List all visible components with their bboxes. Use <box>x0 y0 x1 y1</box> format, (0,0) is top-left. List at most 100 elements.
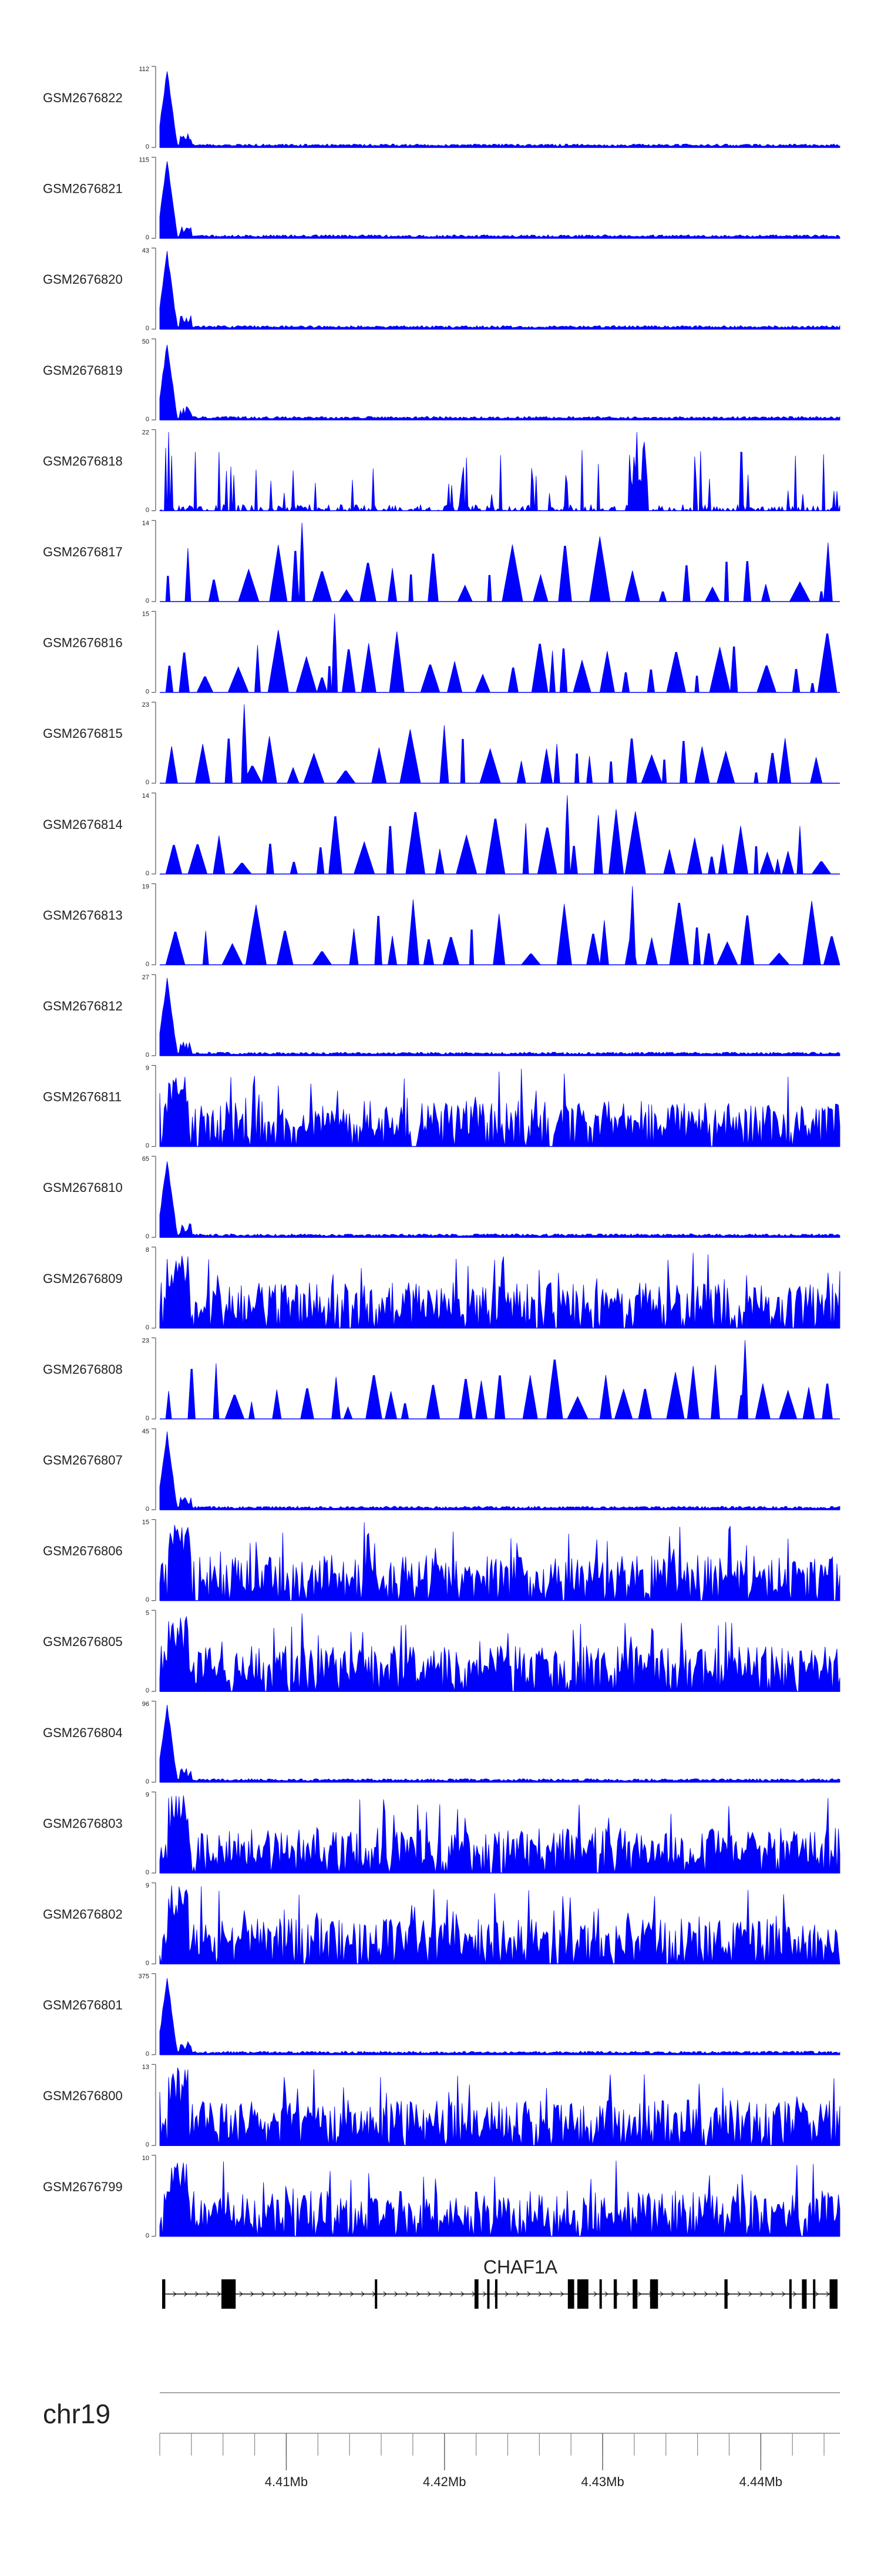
y-max-label: 9 <box>146 1065 149 1072</box>
x-tick-label: 4.44Mb <box>739 2474 782 2489</box>
strand-arrow-icon <box>250 2291 254 2297</box>
y-max-label: 112 <box>139 66 149 73</box>
y-zero-label: 0 <box>146 779 149 786</box>
y-max-label: 14 <box>142 792 149 800</box>
exon-12 <box>650 2279 658 2309</box>
track-label: GSM2676820 <box>43 272 123 287</box>
strand-arrow-icon <box>815 2291 819 2297</box>
coverage-area <box>159 1252 840 1329</box>
track-GSM2676821: GSM2676821 115 0 <box>43 157 840 241</box>
exon-14 <box>789 2279 792 2309</box>
strand-arrow-icon <box>505 2291 509 2297</box>
coverage-area <box>159 344 840 421</box>
exon-4 <box>474 2279 479 2309</box>
strand-arrow-icon <box>715 2291 719 2297</box>
y-zero-label: 0 <box>146 2141 149 2148</box>
strand-arrow-icon <box>416 2291 421 2297</box>
strand-arrow-icon <box>538 2291 542 2297</box>
track-GSM2676814: GSM2676814 14 0 <box>43 792 840 877</box>
strand-arrow-icon <box>427 2291 431 2297</box>
exon-17 <box>829 2279 838 2309</box>
strand-arrow-icon <box>516 2291 520 2297</box>
y-zero-label: 0 <box>146 1778 149 1785</box>
strand-arrow-icon <box>460 2291 465 2297</box>
coverage-area <box>159 432 840 512</box>
track-label: GSM2676812 <box>43 999 123 1013</box>
genome-axis: chr19 4.41Mb 4.42Mb 4.43Mb 4.44Mb <box>43 2392 840 2489</box>
coverage-area <box>160 613 840 694</box>
strand-arrow-icon <box>317 2291 321 2297</box>
track-GSM2676808: GSM2676808 23 0 <box>43 1337 840 1422</box>
strand-arrow-icon <box>261 2291 265 2297</box>
strand-arrow-icon <box>737 2291 741 2297</box>
strand-arrow-icon <box>328 2291 332 2297</box>
y-max-label: 5 <box>146 1610 149 1617</box>
strand-arrow-icon <box>294 2291 298 2297</box>
y-max-label: 8 <box>146 1247 149 1254</box>
strand-arrow-icon <box>217 2291 221 2297</box>
track-GSM2676804: GSM2676804 96 0 <box>43 1701 840 1785</box>
track-GSM2676812: GSM2676812 27 0 <box>43 974 840 1059</box>
strand-arrow-icon <box>383 2291 387 2297</box>
track-label: GSM2676817 <box>43 545 123 559</box>
coverage-area <box>159 251 840 330</box>
y-zero-label: 0 <box>146 1506 149 1513</box>
track-label: GSM2676822 <box>43 90 123 105</box>
track-GSM2676803: GSM2676803 9 0 <box>43 1791 840 1876</box>
exon-3 <box>375 2279 378 2309</box>
track-label: GSM2676803 <box>43 1816 123 1831</box>
y-zero-label: 0 <box>146 1687 149 1694</box>
coverage-area <box>159 1161 840 1238</box>
strand-arrow-icon <box>449 2291 453 2297</box>
y-max-label: 27 <box>142 974 149 981</box>
strand-arrow-icon <box>660 2291 664 2297</box>
track-label: GSM2676813 <box>43 908 123 922</box>
strand-arrow-icon <box>184 2291 188 2297</box>
coverage-area <box>159 161 840 239</box>
track-GSM2676799: GSM2676799 10 0 <box>43 2155 840 2239</box>
track-GSM2676807: GSM2676807 45 0 <box>43 1428 840 1513</box>
strand-arrow-icon <box>527 2291 531 2297</box>
x-tick-label: 4.42Mb <box>423 2474 466 2489</box>
exon-8 <box>577 2279 589 2309</box>
coverage-area <box>160 522 840 602</box>
y-zero-label: 0 <box>146 1869 149 1876</box>
track-label: GSM2676816 <box>43 636 123 650</box>
track-GSM2676800: GSM2676800 13 0 <box>43 2064 840 2148</box>
strand-arrow-icon <box>239 2291 243 2297</box>
strand-arrow-icon <box>339 2291 343 2297</box>
x-tick-label: 4.43Mb <box>581 2474 624 2489</box>
exon-6 <box>495 2279 497 2309</box>
track-label: GSM2676821 <box>43 182 123 196</box>
coverage-area <box>159 2067 840 2146</box>
strand-arrow-icon <box>759 2291 764 2297</box>
strand-arrow-icon <box>405 2291 409 2297</box>
track-GSM2676806: GSM2676806 15 0 <box>43 1519 840 1604</box>
track-GSM2676811: GSM2676811 9 0 <box>43 1065 840 1150</box>
y-max-label: 43 <box>142 247 149 254</box>
track-GSM2676810: GSM2676810 65 0 <box>43 1156 840 1240</box>
exon-2 <box>221 2279 236 2309</box>
y-max-label: 96 <box>142 1701 149 1708</box>
y-max-label: 375 <box>139 1973 149 1980</box>
coverage-area <box>159 978 840 1056</box>
track-label: GSM2676805 <box>43 1634 123 1649</box>
y-max-label: 10 <box>142 2155 149 2162</box>
coverage-area <box>159 2161 840 2237</box>
coverage-area <box>160 1340 840 1419</box>
strand-arrow-icon <box>305 2291 310 2297</box>
y-max-label: 9 <box>146 1882 149 1889</box>
y-zero-label: 0 <box>146 1597 149 1604</box>
coverage-area <box>160 886 840 965</box>
strand-arrow-icon <box>627 2291 631 2297</box>
strand-arrow-icon <box>394 2291 398 2297</box>
track-label: GSM2676808 <box>43 1362 123 1376</box>
track-label: GSM2676815 <box>43 726 123 741</box>
y-zero-label: 0 <box>146 2232 149 2239</box>
exon-15 <box>802 2279 807 2309</box>
gene-model-CHAF1A: CHAF1A <box>162 2256 838 2309</box>
track-label: GSM2676814 <box>43 817 123 832</box>
track-label: GSM2676818 <box>43 454 123 468</box>
coverage-area <box>159 1885 840 1964</box>
coverage-area <box>159 71 840 148</box>
